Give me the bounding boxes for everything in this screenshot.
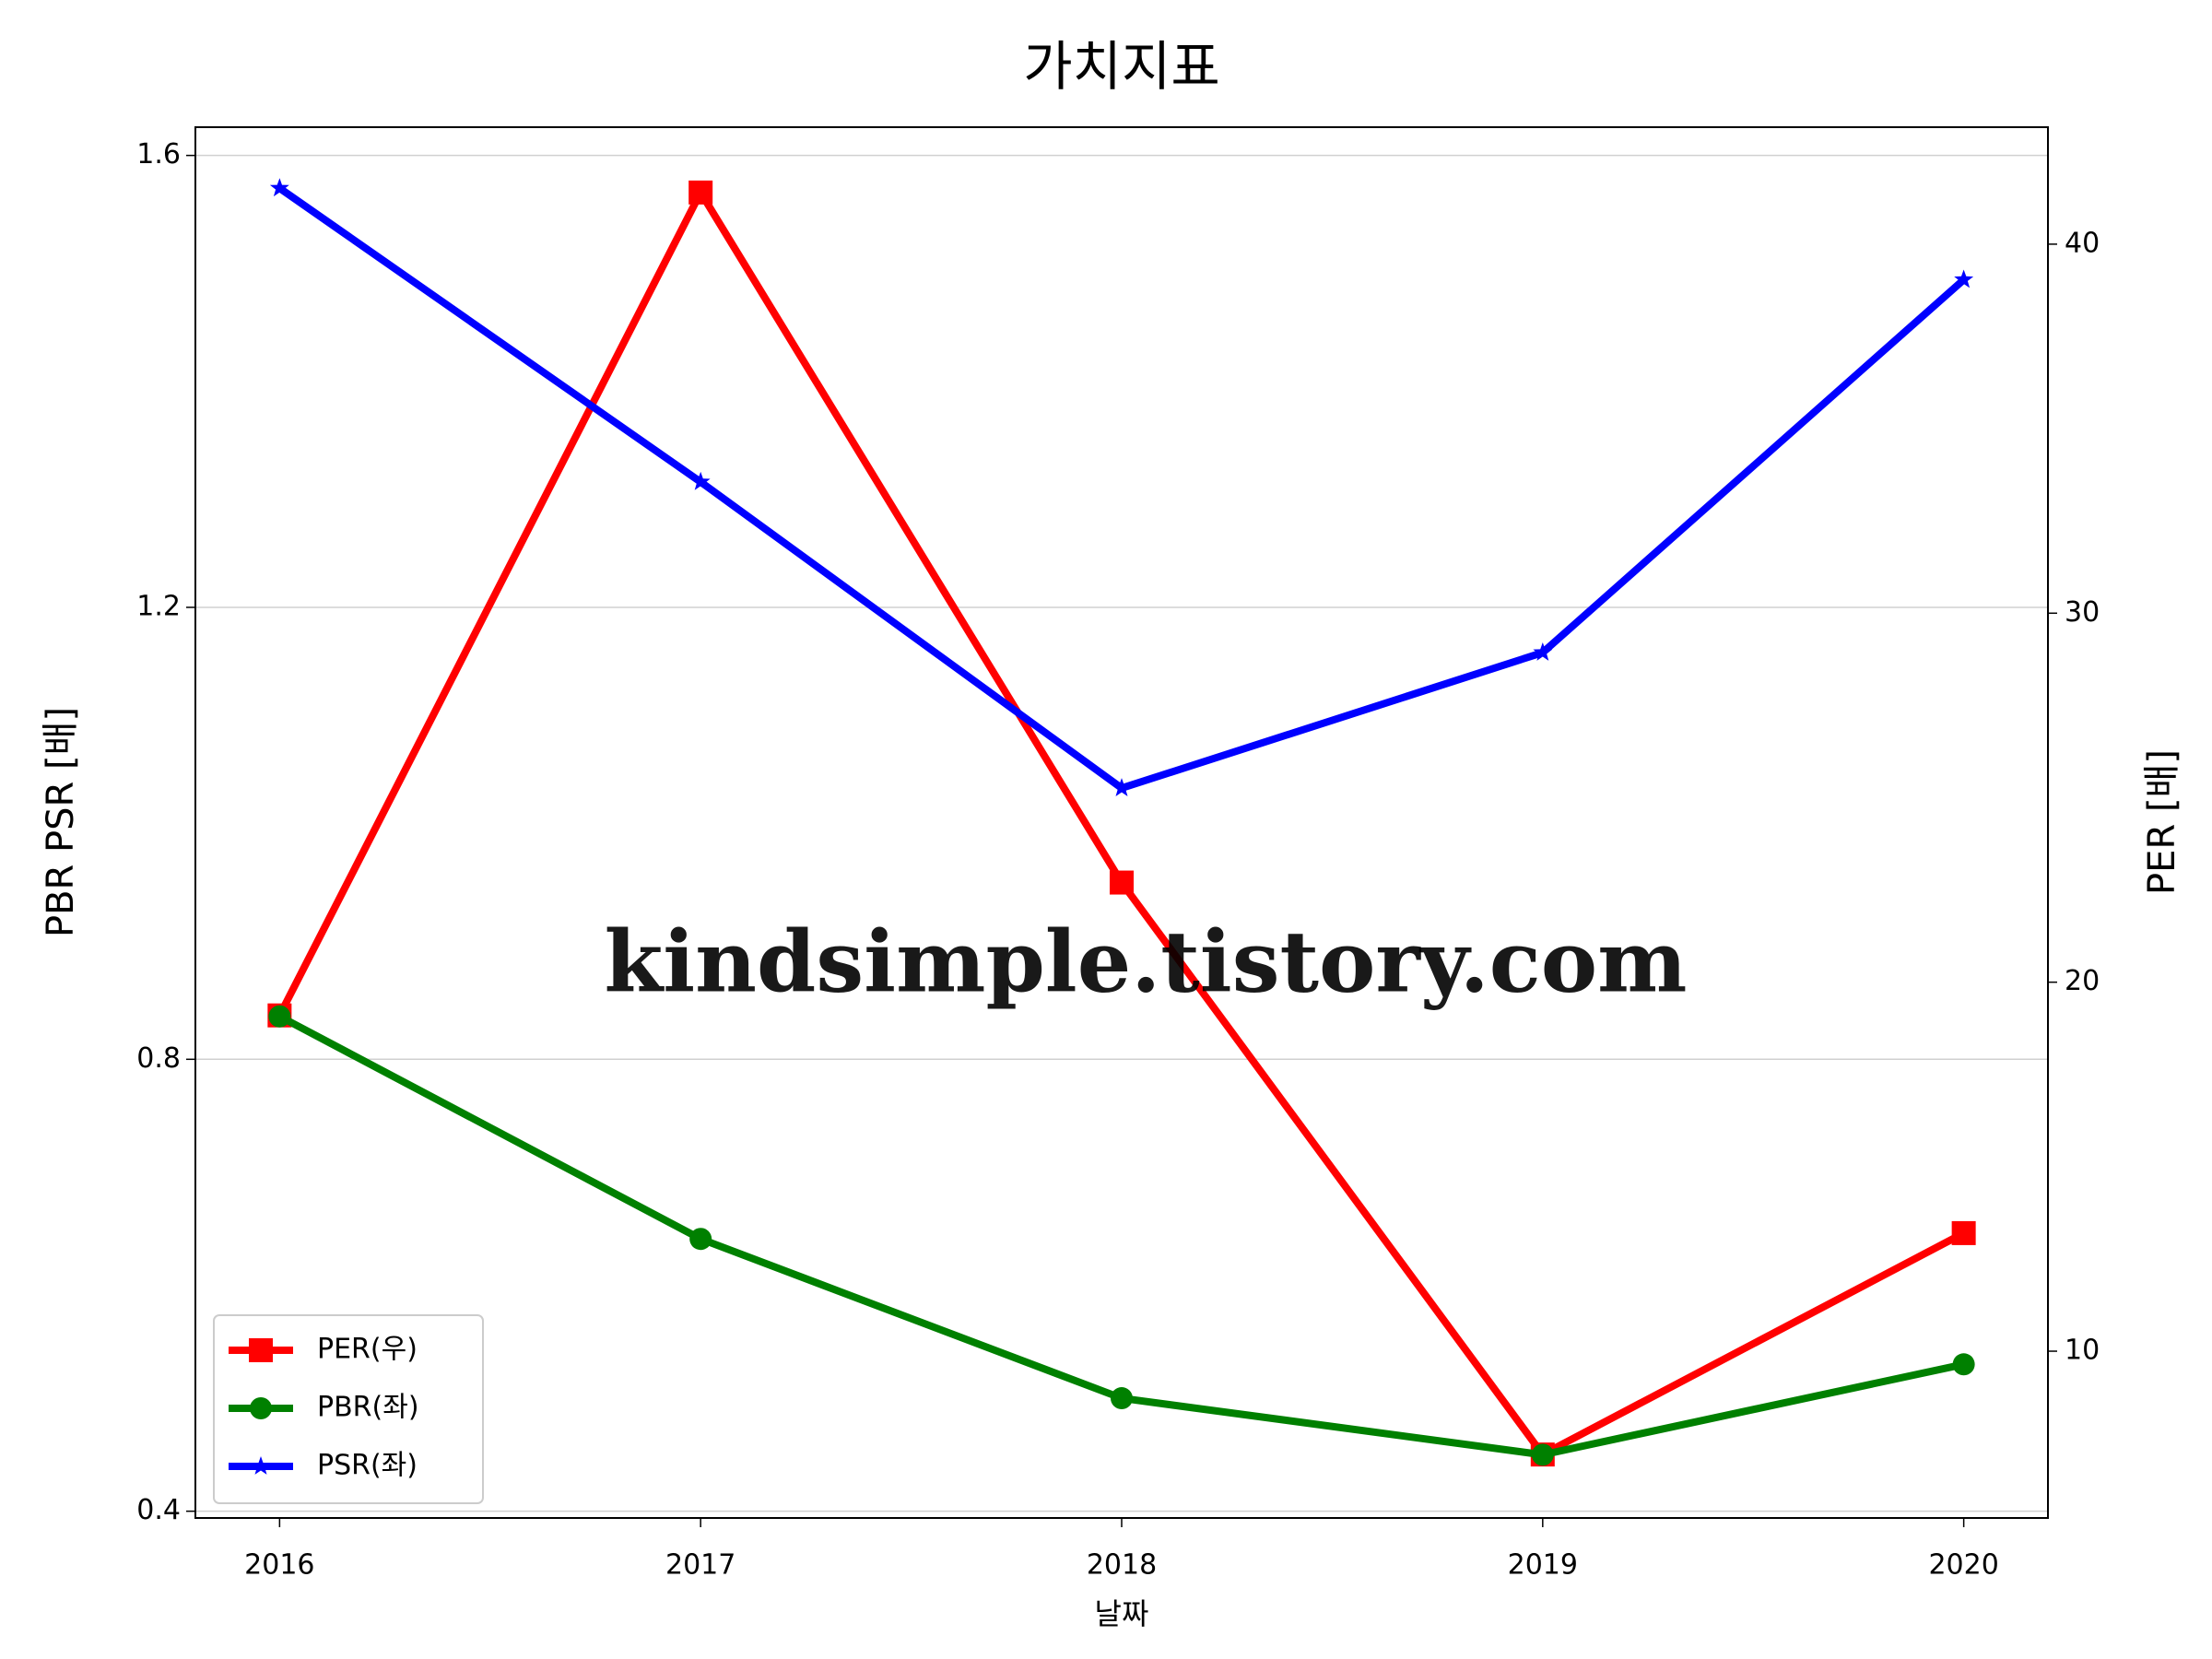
x-tick-label: 2017 <box>665 1549 735 1582</box>
y-tick-label: 0.8 <box>136 1042 181 1075</box>
marker <box>249 1338 273 1362</box>
marker <box>250 1397 272 1419</box>
marker <box>268 1005 291 1028</box>
marker <box>1110 870 1134 895</box>
legend-box <box>213 1314 484 1504</box>
marker <box>688 180 713 205</box>
series <box>268 1005 1975 1466</box>
plot-frame <box>194 126 2049 1519</box>
legend-label: PER(우) <box>317 1334 418 1366</box>
series <box>269 178 1974 796</box>
marker <box>1112 778 1132 796</box>
y2-tick-label: 30 <box>2065 596 2100 629</box>
chart-title: 가치지표 <box>1023 35 1219 98</box>
marker <box>251 1456 271 1475</box>
marker <box>1954 269 1974 288</box>
legend-label: PSR(좌) <box>317 1450 418 1482</box>
legend-label: PBR(좌) <box>317 1392 419 1424</box>
watermark: kindsimple.tistory.com <box>604 912 1687 1012</box>
marker <box>1533 642 1553 661</box>
marker <box>689 1228 712 1251</box>
marker <box>269 178 289 197</box>
y-tick-label: 0.4 <box>136 1494 181 1526</box>
y2-tick-label: 20 <box>2065 965 2100 997</box>
x-tick-label: 2018 <box>1087 1549 1157 1582</box>
y-tick-label: 1.6 <box>136 138 181 171</box>
marker <box>690 471 711 490</box>
y2-axis-label: PER [배] <box>2141 749 2183 895</box>
y2-tick-label: 10 <box>2065 1335 2100 1367</box>
x-tick-label: 2016 <box>244 1549 314 1582</box>
x-axis-label: 날짜 <box>1095 1596 1149 1631</box>
legend: PER(우) PBR(좌) PSR(좌) <box>213 1314 484 1504</box>
x-tick-label: 2019 <box>1508 1549 1578 1582</box>
marker <box>1951 1220 1976 1245</box>
y-tick-label: 1.2 <box>136 590 181 622</box>
marker <box>1111 1387 1133 1410</box>
marker <box>1952 1353 1975 1376</box>
x-tick-label: 2020 <box>1928 1549 1998 1582</box>
marker <box>1531 1443 1554 1466</box>
y-axis-label: PBR PSR [배] <box>40 707 82 937</box>
y2-tick-label: 40 <box>2065 227 2100 259</box>
